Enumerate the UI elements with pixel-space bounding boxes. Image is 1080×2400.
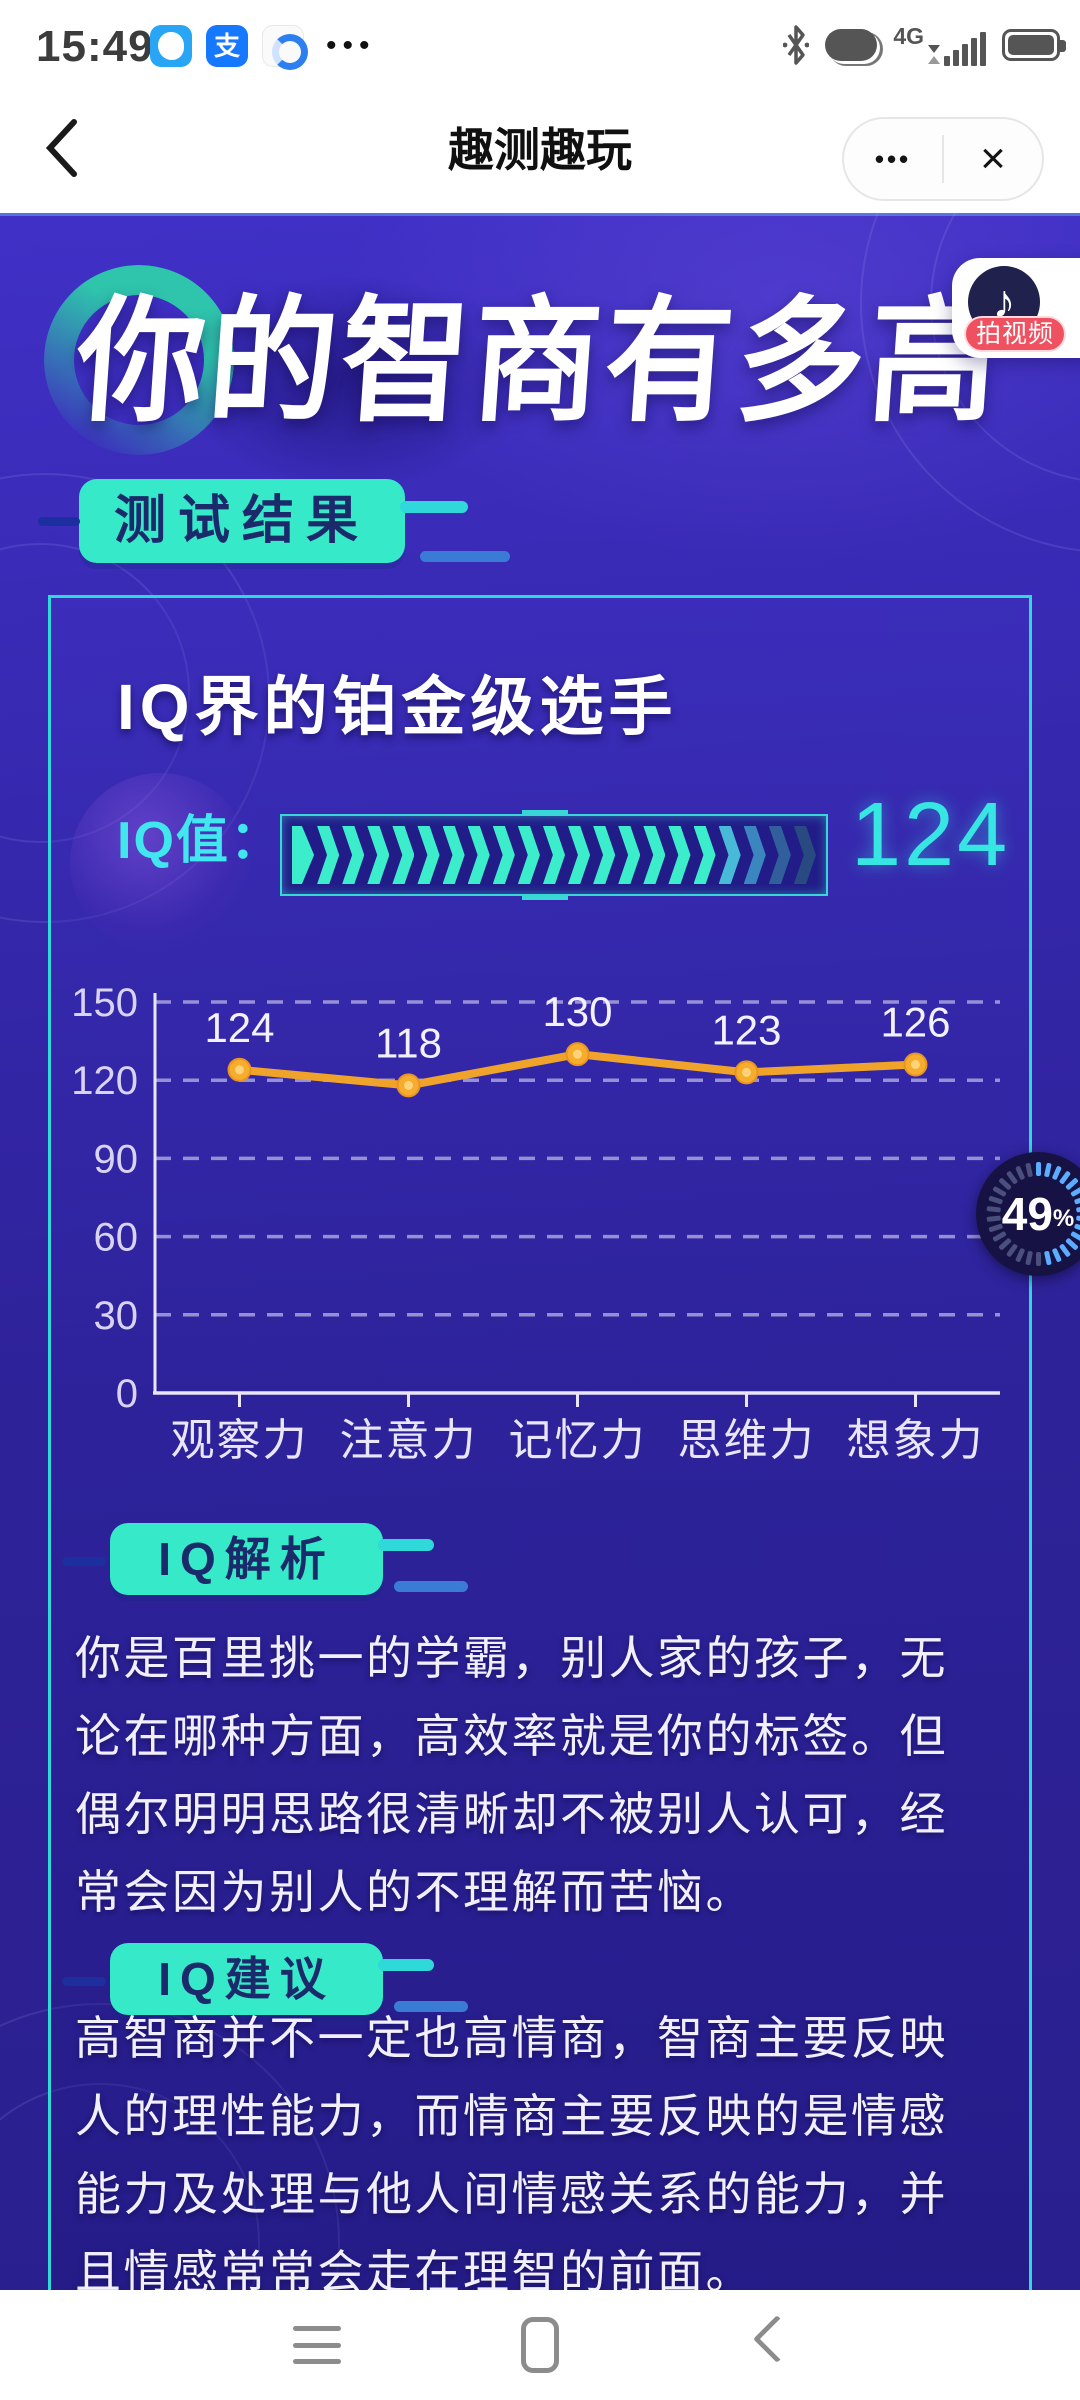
x-category-label: 观察力 (171, 1416, 309, 1465)
progress-chevron (292, 826, 315, 884)
badge-stub-decoration (378, 1539, 434, 1551)
data-value-label: 130 (542, 988, 612, 1035)
progress-chevron (793, 826, 816, 884)
data-point-core (404, 1080, 413, 1090)
badge-dash-decoration (394, 1581, 468, 1592)
page-title: 趣测趣玩 (448, 124, 632, 176)
badge-dash-decoration (394, 2001, 468, 2012)
badge-dash-decoration (420, 551, 510, 562)
progress-chevron (618, 826, 641, 884)
progress-chevron (668, 826, 691, 884)
messenger-app-icon (150, 25, 192, 67)
iq-line-chart: 0 30 60 90 120 150 观察力 注意力 记忆力 思维力 想象力 124 118 130 123… (71, 981, 1000, 1465)
y-tick-label: 150 (71, 981, 138, 1025)
progress-chevron (467, 826, 490, 884)
progress-chevron (643, 826, 666, 884)
progress-chevron (568, 826, 591, 884)
y-tick-label: 60 (94, 1216, 139, 1260)
iq-advice-text: 高智商并不一定也高情商，智商主要反映 人的理性能力，而情商主要反映的是情感 能力… (75, 2012, 948, 2290)
back-button[interactable] (30, 108, 100, 188)
clock: 15:49 (36, 22, 154, 71)
y-tick-label: 120 (71, 1059, 138, 1103)
more-options-button[interactable]: ••• (874, 143, 912, 174)
capsule-divider (942, 135, 944, 183)
progress-chevron (442, 826, 465, 884)
network-type-label: 4G (893, 22, 924, 49)
y-tick-label: 90 (94, 1137, 139, 1181)
data-value-label: 126 (880, 999, 950, 1046)
percent-sign: % (1052, 1205, 1075, 1232)
recents-button[interactable] (293, 2326, 341, 2364)
signal-icon: 4G (893, 22, 986, 66)
hero-title: 你的智商有多高 (71, 286, 1007, 439)
section-badge-advice: IQ建议 (110, 1943, 383, 2015)
floating-progress-widget[interactable]: 49 % (976, 1152, 1080, 1276)
section-badge-analysis: IQ解析 (110, 1523, 383, 1595)
close-button[interactable]: × (980, 134, 1006, 183)
progress-chevron (392, 826, 415, 884)
progress-chevron (693, 826, 716, 884)
alipay-app-icon: 支 (206, 25, 248, 67)
data-point-core (235, 1065, 244, 1075)
data-point-core (573, 1049, 582, 1059)
badge-dash-decoration (38, 517, 80, 526)
section-badge-result: 测试结果 (79, 479, 405, 563)
progress-chevron (417, 826, 440, 884)
progress-chevron (492, 826, 515, 884)
shoot-video-button[interactable]: 拍视频 (964, 316, 1066, 352)
miniprogram-capsule: ••• × (842, 117, 1044, 201)
navbar: 趣测趣玩 ••• × (0, 90, 1080, 213)
battery-icon (1002, 29, 1066, 61)
x-category-label: 想象力 (847, 1416, 985, 1465)
result-page: 你的智商有多高 ♪ 拍视频 测试结果 IQ界的铂金级选手 IQ值： 124 0 3… (0, 213, 1080, 2290)
android-nav-bar (0, 2290, 1080, 2400)
data-value-label: 124 (204, 1004, 274, 1051)
signal-bars-icon (944, 31, 986, 66)
screen-mode-icon (825, 29, 878, 61)
x-category-label: 注意力 (340, 1416, 478, 1465)
home-button[interactable] (521, 2317, 559, 2373)
progress-chevron (517, 826, 540, 884)
progress-chevron (317, 826, 340, 884)
progress-chevron (593, 826, 616, 884)
iq-rank-headline: IQ界的铂金级选手 (117, 671, 678, 743)
android-back-button[interactable] (752, 2314, 802, 2364)
x-category-label: 记忆力 (509, 1416, 647, 1465)
progress-chevron (342, 826, 365, 884)
more-notifications-icon: ••• (326, 29, 376, 62)
x-category-label: 思维力 (678, 1416, 816, 1465)
badge-stub-decoration (378, 1959, 434, 1971)
browser-app-icon (262, 25, 308, 70)
bluetooth-icon (783, 25, 810, 65)
badge-dash-decoration (62, 1557, 106, 1566)
progress-dash (1035, 1162, 1041, 1176)
progress-chevron (542, 826, 566, 884)
iq-analysis-text: 你是百里挑一的学霸，别人家的孩子，无 论在哪种方面，高效率就是你的标签。但 偶尔… (75, 1632, 948, 1918)
y-tick-label: 0 (116, 1372, 138, 1416)
badge-stub-decoration (400, 501, 468, 513)
iq-value-label: IQ值： (117, 812, 284, 870)
iq-value: 124 (851, 785, 1011, 885)
progress-number: 49 (1001, 1188, 1053, 1240)
data-point-core (742, 1067, 751, 1077)
progress-chevron (743, 826, 766, 884)
data-value-label: 123 (711, 1006, 781, 1053)
y-tick-label: 30 (94, 1294, 139, 1338)
notification-icons: 支 ••• (150, 25, 376, 70)
progress-percent: 49 % (976, 1152, 1080, 1276)
progress-chevron (367, 826, 390, 884)
badge-dash-decoration (62, 1977, 106, 1986)
progress-chevron (718, 826, 741, 884)
shoot-video-widget[interactable]: ♪ 拍视频 (952, 258, 1080, 358)
data-value-label: 118 (375, 1019, 442, 1066)
status-bar: 15:49 支 ••• 4G (0, 0, 1080, 90)
progress-chevron (768, 826, 791, 884)
data-arrows-icon (928, 44, 940, 64)
sphere-decoration (70, 773, 250, 953)
iq-progress-bar (280, 810, 828, 900)
data-point-core (911, 1060, 920, 1070)
status-icons: 4G (783, 18, 1066, 72)
